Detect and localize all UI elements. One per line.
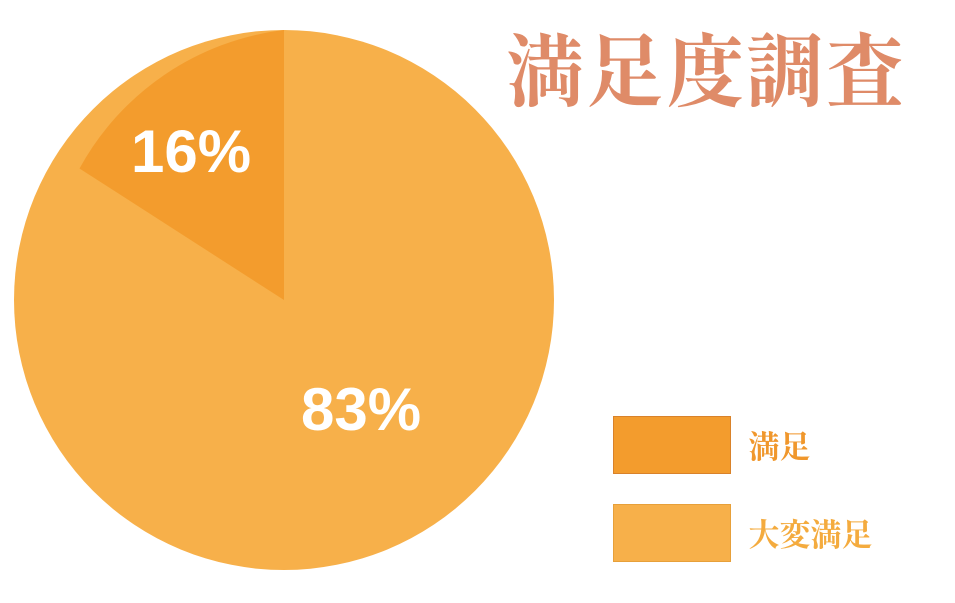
svg-text:16%: 16% (131, 118, 251, 185)
svg-text:83%: 83% (301, 376, 421, 443)
